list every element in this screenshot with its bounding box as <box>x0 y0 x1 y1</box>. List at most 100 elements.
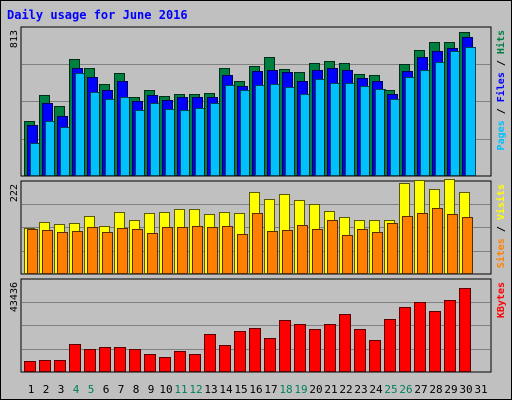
x-tick-label: 2 <box>43 383 50 396</box>
legend-item: Pages <box>496 120 507 150</box>
x-tick-label: 12 <box>189 383 202 396</box>
x-tick-label: 10 <box>159 383 172 396</box>
x-tick-label: 4 <box>73 383 80 396</box>
legend-item: Hits <box>495 30 507 54</box>
bar-kbytes-day-2 <box>39 360 51 372</box>
bar-kbytes-day-28 <box>429 311 441 372</box>
bar-kbytes-day-19 <box>294 324 306 372</box>
bar-kbytes-day-23 <box>354 329 366 372</box>
x-tick-label: 14 <box>219 383 233 396</box>
bar-kbytes-day-27 <box>414 302 426 372</box>
x-tick-label: 26 <box>399 383 412 396</box>
x-tick-label: 8 <box>133 383 140 396</box>
bar-kbytes-day-10 <box>159 357 171 372</box>
bar-kbytes-day-9 <box>144 354 156 372</box>
bar-sites-day-11 <box>177 227 188 274</box>
y-max-label: 43436 <box>9 282 20 312</box>
x-tick-label: 18 <box>279 383 292 396</box>
chart-title: Daily usage for June 2016 <box>7 8 188 22</box>
panel-kbytes: 43436 KBytes <box>9 278 507 373</box>
x-tick-label: 20 <box>309 383 322 396</box>
bar-kbytes-day-18 <box>279 320 291 372</box>
x-tick-label: 30 <box>459 383 472 396</box>
bar-kbytes-day-8 <box>129 349 141 372</box>
bar-sites-day-18 <box>282 230 293 274</box>
bar-sites-day-9 <box>147 233 158 274</box>
bar-sites-day-29 <box>447 214 458 274</box>
bar-kbytes-day-14 <box>219 345 231 372</box>
x-tick-label: 22 <box>339 383 352 396</box>
bar-sites-day-6 <box>102 232 113 274</box>
x-tick-label: 7 <box>118 383 125 396</box>
x-tick-label: 23 <box>354 383 367 396</box>
x-tick-label: 29 <box>444 383 457 396</box>
bar-sites-day-8 <box>132 229 143 274</box>
bar-kbytes-day-13 <box>204 334 216 372</box>
x-tick-label: 1 <box>28 383 35 396</box>
bar-kbytes-day-24 <box>369 340 381 372</box>
x-tick-label: 16 <box>249 383 262 396</box>
bar-kbytes-day-11 <box>174 351 186 372</box>
bar-sites-day-19 <box>297 225 308 274</box>
bar-sites-day-27 <box>417 213 428 274</box>
bar-kbytes-day-17 <box>264 338 276 372</box>
legend-item: Files <box>495 72 507 102</box>
bar-sites-day-23 <box>357 229 368 274</box>
x-tick-label: 15 <box>234 383 247 396</box>
bar-sites-day-14 <box>222 226 233 274</box>
x-tick-label: 25 <box>384 383 397 396</box>
bar-sites-day-7 <box>117 228 128 274</box>
x-tick-label: 11 <box>174 383 187 396</box>
bar-sites-day-20 <box>312 229 323 274</box>
bar-sites-day-5 <box>87 227 98 274</box>
bar-pages-day-30 <box>465 47 476 176</box>
bar-sites-day-28 <box>432 208 443 274</box>
bar-kbytes-day-15 <box>234 331 246 372</box>
panel-hits-files-pages: 813 Pages / Files / Hits <box>9 26 507 177</box>
x-tick-label: 27 <box>414 383 427 396</box>
bar-kbytes-day-7 <box>114 347 126 372</box>
x-tick-label: 31 <box>474 383 487 396</box>
bar-sites-day-10 <box>162 227 173 274</box>
bar-kbytes-day-12 <box>189 354 201 372</box>
x-tick-label: 17 <box>264 383 277 396</box>
legend-item: / <box>496 102 507 120</box>
legend-item: KBytes <box>496 282 507 318</box>
x-tick-label: 9 <box>148 383 155 396</box>
legend: Sites / Visits <box>495 184 507 268</box>
bar-kbytes-day-4 <box>69 344 81 372</box>
bar-kbytes-day-21 <box>324 324 336 372</box>
legend-item: / <box>496 54 507 72</box>
bar-sites-day-26 <box>402 216 413 274</box>
legend-item: Visits <box>495 184 507 220</box>
x-tick-label: 21 <box>324 383 337 396</box>
bar-sites-day-15 <box>237 234 248 274</box>
bar-sites-day-25 <box>387 223 398 274</box>
bar-sites-day-13 <box>207 227 218 274</box>
bar-sites-day-17 <box>267 231 278 274</box>
bar-sites-day-16 <box>252 213 263 274</box>
bar-kbytes-day-1 <box>24 361 36 372</box>
bar-sites-day-24 <box>372 232 383 274</box>
y-max-label: 222 <box>9 184 20 202</box>
bar-sites-day-4 <box>72 231 83 274</box>
bar-kbytes-day-5 <box>84 349 96 372</box>
bar-kbytes-day-6 <box>99 347 111 372</box>
bar-kbytes-day-20 <box>309 329 321 372</box>
bar-sites-day-21 <box>327 220 338 274</box>
bar-sites-day-1 <box>27 229 38 274</box>
bar-sites-day-2 <box>42 230 53 274</box>
x-tick-label: 19 <box>294 383 307 396</box>
legend: KBytes <box>496 282 507 318</box>
bar-kbytes-day-25 <box>384 319 396 372</box>
bar-kbytes-day-3 <box>54 360 66 372</box>
bar-sites-day-22 <box>342 235 353 274</box>
bar-kbytes-day-30 <box>459 288 471 372</box>
x-tick-label: 28 <box>429 383 442 396</box>
bar-kbytes-day-16 <box>249 328 261 372</box>
bar-kbytes-day-29 <box>444 300 456 372</box>
y-max-label: 813 <box>9 30 20 48</box>
bar-sites-day-12 <box>192 226 203 274</box>
x-tick-label: 3 <box>58 383 65 396</box>
